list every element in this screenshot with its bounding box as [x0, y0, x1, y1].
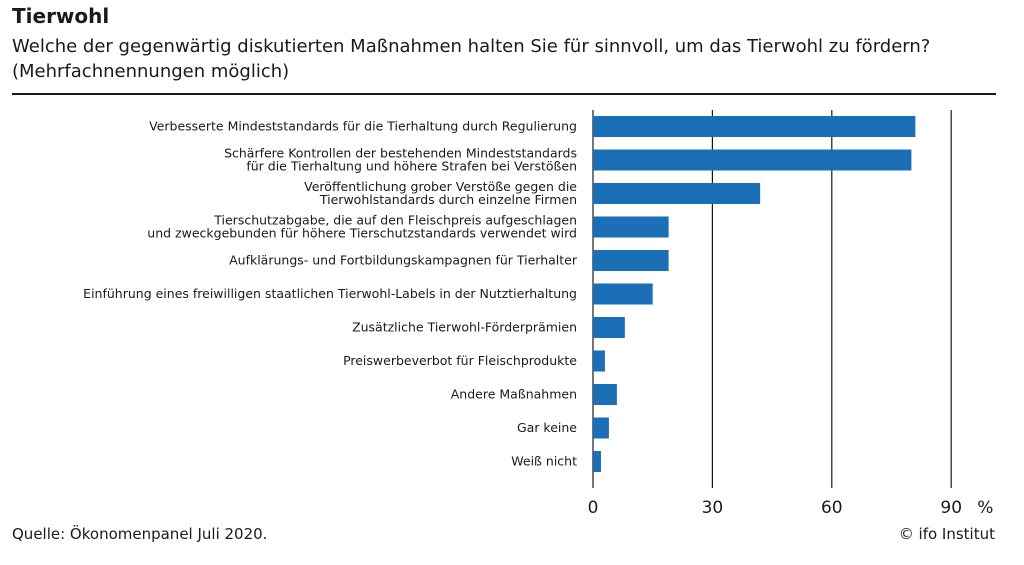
category-label-1: Schärfere Kontrollen der bestehenden Min… — [224, 146, 577, 174]
bar-9 — [593, 417, 609, 439]
source-note: Quelle: Ökonomenpanel Juli 2020. — [12, 525, 268, 543]
category-label-9: Gar keine — [517, 420, 577, 435]
chart-subtitle: Welche der gegenwärtig diskutierten Maßn… — [12, 36, 931, 82]
x-tick-label-90: 90 — [940, 498, 962, 518]
category-label-3: Tierschutzabgabe, die auf den Fleischpre… — [147, 213, 577, 241]
category-labels: Verbesserte Mindeststandards für die Tie… — [83, 119, 578, 469]
bars — [593, 116, 916, 472]
gridlines — [592, 110, 952, 488]
header-divider — [12, 93, 996, 95]
x-tick-label-0: 0 — [588, 498, 599, 518]
bar-8 — [593, 384, 617, 405]
bar-4 — [593, 250, 669, 271]
chart-title: Tierwohl — [12, 4, 110, 28]
x-tick-label-30: 30 — [702, 498, 724, 518]
x-axis-ticks: 0 30 60 90% — [588, 498, 994, 518]
bar-3 — [593, 216, 669, 238]
category-label-2: Veröffentlichung grober Verstöße gegen d… — [304, 179, 577, 207]
bar-chart: Verbesserte Mindeststandards für die Tie… — [83, 110, 994, 518]
copyright-note: © ifo Institut — [898, 525, 995, 543]
x-tick-label-60: 60 — [821, 498, 843, 518]
bar-1 — [593, 149, 912, 171]
bar-5 — [593, 283, 653, 305]
category-label-6: Zusätzliche Tierwohl-Förderprämien — [352, 320, 577, 335]
category-label-0: Verbesserte Mindeststandards für die Tie… — [149, 119, 577, 134]
bar-6 — [593, 317, 625, 338]
category-label-5: Einführung eines freiwilligen staatliche… — [83, 286, 577, 301]
category-label-10: Weiß nicht — [511, 454, 577, 469]
bar-7 — [593, 350, 605, 372]
category-label-8: Andere Maßnahmen — [451, 387, 577, 402]
x-axis-unit: % — [977, 498, 993, 518]
category-label-7: Preiswerbeverbot für Fleischprodukte — [343, 353, 577, 368]
bar-10 — [593, 451, 601, 472]
category-label-4: Aufklärungs- und Fortbildungskampagnen f… — [229, 253, 578, 268]
bar-2 — [593, 183, 761, 204]
bar-0 — [593, 116, 916, 137]
